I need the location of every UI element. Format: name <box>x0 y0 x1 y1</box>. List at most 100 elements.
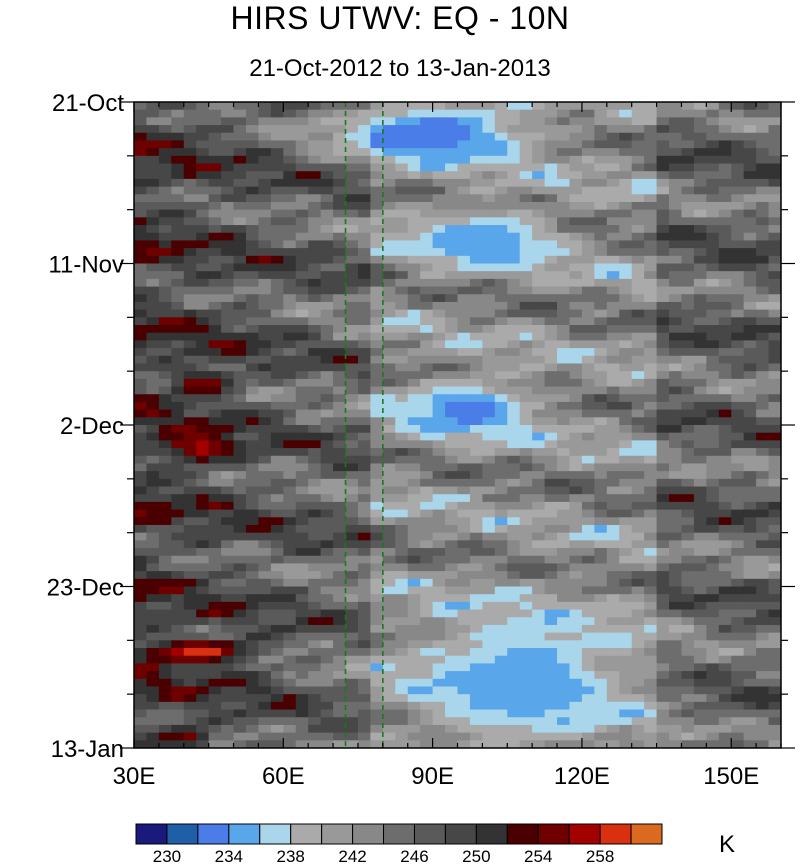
field-cell <box>644 524 658 534</box>
field-cell <box>258 232 272 242</box>
field-cell <box>357 371 371 380</box>
field-cell <box>756 563 770 572</box>
field-cell <box>295 109 309 118</box>
field-cell <box>693 263 707 272</box>
field-cell <box>594 148 608 157</box>
field-cell <box>333 248 347 257</box>
field-cell <box>507 194 521 203</box>
field-cell <box>519 386 533 395</box>
field-cell <box>345 524 359 534</box>
field-cell <box>171 717 185 726</box>
field-cell <box>532 301 546 311</box>
field-cell <box>445 601 459 611</box>
field-cell <box>731 278 745 288</box>
field-cell <box>395 701 409 711</box>
field-cell <box>507 509 521 518</box>
field-cell <box>258 494 272 503</box>
field-cell <box>731 717 745 726</box>
field-cell <box>208 486 222 495</box>
field-cell <box>743 209 757 218</box>
field-cell <box>395 109 409 118</box>
field-cell <box>432 394 446 403</box>
field-cell <box>469 609 483 618</box>
field-cell <box>370 109 384 118</box>
field-cell <box>494 640 508 649</box>
field-cell <box>370 201 384 211</box>
field-cell <box>445 248 459 257</box>
field-cell <box>756 255 770 265</box>
field-cell <box>395 655 409 664</box>
field-cell <box>569 440 583 449</box>
field-cell <box>494 340 508 349</box>
field-cell <box>183 332 197 341</box>
field-cell <box>494 102 508 111</box>
field-cell <box>420 102 434 111</box>
field-cell <box>681 278 695 288</box>
field-cell <box>606 348 620 357</box>
field-cell <box>693 325 707 334</box>
field-cell <box>469 255 483 265</box>
field-cell <box>382 271 396 280</box>
field-cell <box>308 201 322 211</box>
field-cell <box>494 555 508 565</box>
field-cell <box>270 140 284 149</box>
field-cell <box>681 563 695 572</box>
field-cell <box>706 148 720 157</box>
field-cell <box>606 724 620 734</box>
field-cell <box>606 378 620 388</box>
field-cell <box>731 524 745 534</box>
field-cell <box>320 425 334 434</box>
field-cell <box>743 371 757 380</box>
field-cell <box>569 540 583 549</box>
field-cell <box>743 563 757 572</box>
field-cell <box>669 432 683 441</box>
field-cell <box>619 540 633 549</box>
field-cell <box>606 140 620 149</box>
field-cell <box>482 117 496 126</box>
field-cell <box>134 655 148 664</box>
field-cell <box>606 471 620 480</box>
field-cell <box>258 225 272 234</box>
field-cell <box>519 102 533 111</box>
field-cell <box>482 640 496 649</box>
field-cell <box>370 248 384 257</box>
field-cell <box>656 363 670 372</box>
field-cell <box>507 109 521 118</box>
field-cell <box>681 140 695 149</box>
field-cell <box>743 125 757 134</box>
field-cell <box>445 163 459 172</box>
field-cell <box>233 301 247 311</box>
field-cell <box>171 648 185 657</box>
field-cell <box>656 694 670 703</box>
field-cell <box>631 140 645 149</box>
field-cell <box>370 371 384 380</box>
field-cell <box>681 201 695 211</box>
field-cell <box>196 125 210 134</box>
field-cell <box>656 217 670 226</box>
field-cell <box>619 632 633 641</box>
field-cell <box>581 686 595 695</box>
field-cell <box>320 686 334 695</box>
field-cell <box>370 186 384 195</box>
field-cell <box>656 332 670 341</box>
field-cell <box>333 732 347 741</box>
field-cell <box>245 294 260 303</box>
field-cell <box>183 471 197 480</box>
field-cell <box>756 263 770 272</box>
field-cell <box>283 140 297 149</box>
field-cell <box>706 609 720 618</box>
field-cell <box>333 240 347 249</box>
field-cell <box>644 509 658 518</box>
field-cell <box>395 248 409 257</box>
field-cell <box>221 355 235 365</box>
field-cell <box>221 109 235 118</box>
field-cell <box>482 455 496 465</box>
field-cell <box>681 171 695 180</box>
field-cell <box>221 717 235 726</box>
field-cell <box>544 278 558 288</box>
field-cell <box>345 609 359 618</box>
field-cell <box>706 501 720 511</box>
field-cell <box>519 317 533 326</box>
field-cell <box>557 655 571 664</box>
field-cell <box>221 586 235 595</box>
